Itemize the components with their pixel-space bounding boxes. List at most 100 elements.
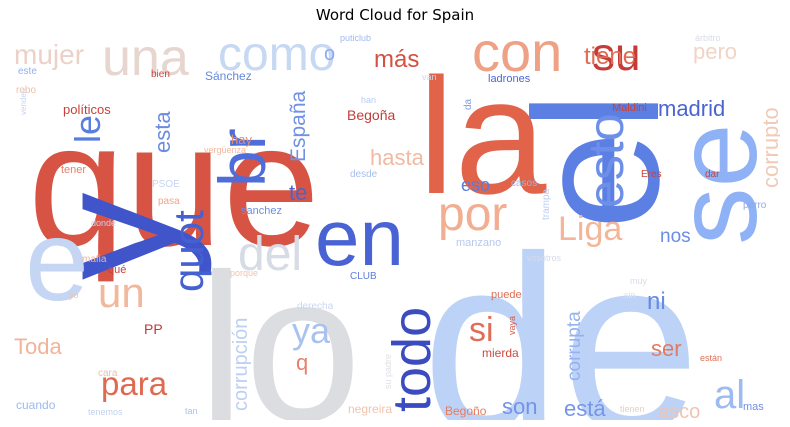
word-madrid: madrid — [658, 96, 725, 121]
word-una: una — [102, 30, 189, 87]
word-tienen: tienen — [620, 404, 645, 414]
word-liga: Liga — [558, 210, 622, 248]
word-ser: ser — [651, 336, 682, 361]
word-por: por — [438, 188, 507, 241]
word-sanchez: sanchez — [241, 205, 282, 217]
word-qué: qué — [108, 264, 126, 276]
word-psoe: PSOE — [152, 179, 180, 190]
word-vergüenza: vergüenza — [204, 145, 246, 155]
word-cara: cara — [98, 368, 118, 379]
word-porque: porque — [230, 268, 258, 278]
word-asco: asco — [658, 401, 700, 420]
word-tiene: tiene — [584, 43, 636, 70]
word-su: su — [592, 30, 641, 80]
word-su-padre: su padre — [383, 354, 393, 389]
word-de: de — [422, 204, 700, 420]
word-pasa: pasa — [158, 196, 180, 207]
word-en: en — [315, 193, 404, 282]
word-está: está — [564, 396, 606, 420]
word-esta: esta — [150, 111, 175, 153]
word-o: o — [324, 43, 335, 65]
word-un: un — [98, 269, 145, 316]
word-son: son — [502, 394, 537, 419]
word-ladrones: ladrones — [488, 73, 531, 85]
word-nos: nos — [660, 226, 691, 247]
word-con: con — [472, 30, 562, 83]
word-pp: PP — [144, 321, 163, 337]
word-donde: donde — [91, 218, 116, 228]
word-sánchez: Sánchez — [205, 69, 252, 83]
word-eso: eso — [461, 175, 490, 195]
word-hay: hay — [231, 132, 252, 147]
word-q: q — [296, 350, 308, 375]
word-mafia: mafia — [82, 254, 107, 265]
word-están: están — [700, 353, 722, 363]
word-mujer: mujer — [14, 39, 84, 70]
word-ya: ya — [292, 310, 331, 351]
word-club: CLUB — [350, 271, 377, 282]
word-puede: puede — [491, 289, 522, 301]
word-van: van — [422, 72, 437, 82]
word-tenemos: tenemos — [88, 407, 123, 417]
word-corrupción: corrupción — [230, 318, 252, 411]
word-muy: muy — [630, 276, 648, 286]
word-mas: mas — [743, 401, 764, 413]
word-sin: sin — [624, 290, 636, 300]
word-ni: ni — [647, 288, 666, 315]
word-eres: Eres — [641, 169, 662, 180]
word-al: al — [714, 373, 745, 417]
word-trampa: trampa — [541, 188, 552, 220]
word-negreira: negreira — [348, 402, 392, 416]
word-tan: tan — [185, 406, 198, 416]
word-venden: venden — [19, 89, 28, 115]
word-más: más — [374, 46, 419, 73]
word-para: para — [101, 365, 168, 402]
word-la: la — [418, 44, 547, 228]
word-quot: quot — [165, 210, 212, 292]
word-esto: esto — [578, 113, 634, 208]
word-han: han — [361, 95, 376, 105]
word-tener: tener — [61, 164, 86, 176]
word-este: este — [18, 66, 37, 77]
word-puticlub: puticlub — [340, 33, 371, 43]
word-pero: pero — [693, 39, 737, 64]
word-te: te — [289, 180, 307, 205]
word-hasta: hasta — [370, 145, 425, 170]
word-begoña: Begoña — [347, 107, 395, 123]
word-manzano: manzano — [456, 237, 501, 249]
word-como: como — [218, 30, 335, 81]
word-dar: dar — [705, 169, 720, 180]
word-españa: España — [287, 90, 310, 162]
word-vosotros: vosotros — [527, 253, 562, 263]
word-derecha: derecha — [297, 301, 334, 312]
word-maldini: Maldini — [612, 102, 647, 114]
word-robo: robo — [16, 85, 36, 96]
word-cuando: cuando — [16, 398, 56, 412]
word-corrupto: corrupto — [758, 107, 780, 188]
word-perro: perro — [743, 200, 767, 211]
word-se: se — [653, 124, 780, 245]
word-del: del — [238, 228, 302, 281]
word-corrupta: corrupta — [564, 311, 585, 381]
word-que: que — [28, 88, 320, 283]
word-toda: Toda — [14, 334, 62, 359]
chart-title: Word Cloud for Spain — [315, 6, 475, 24]
word-árbitro: árbitro — [695, 33, 721, 43]
word-todo: todo — [382, 307, 442, 412]
word-mierda: mierda — [482, 346, 519, 360]
word-si: si — [469, 311, 494, 349]
word-el: el — [497, 91, 696, 230]
word-y: y — [18, 192, 213, 280]
word-e: e — [25, 197, 89, 325]
word-da: da — [463, 98, 474, 110]
word-vaya: vaya — [507, 316, 517, 335]
word-desde: desde — [350, 169, 378, 180]
word-casos: casos — [511, 178, 537, 189]
word-bien: bien — [151, 69, 170, 80]
word-lo: lo — [198, 230, 361, 420]
word-br: br — [205, 128, 279, 187]
word-begoño: Begoño — [445, 404, 487, 418]
word-políticos: políticos — [63, 102, 111, 117]
